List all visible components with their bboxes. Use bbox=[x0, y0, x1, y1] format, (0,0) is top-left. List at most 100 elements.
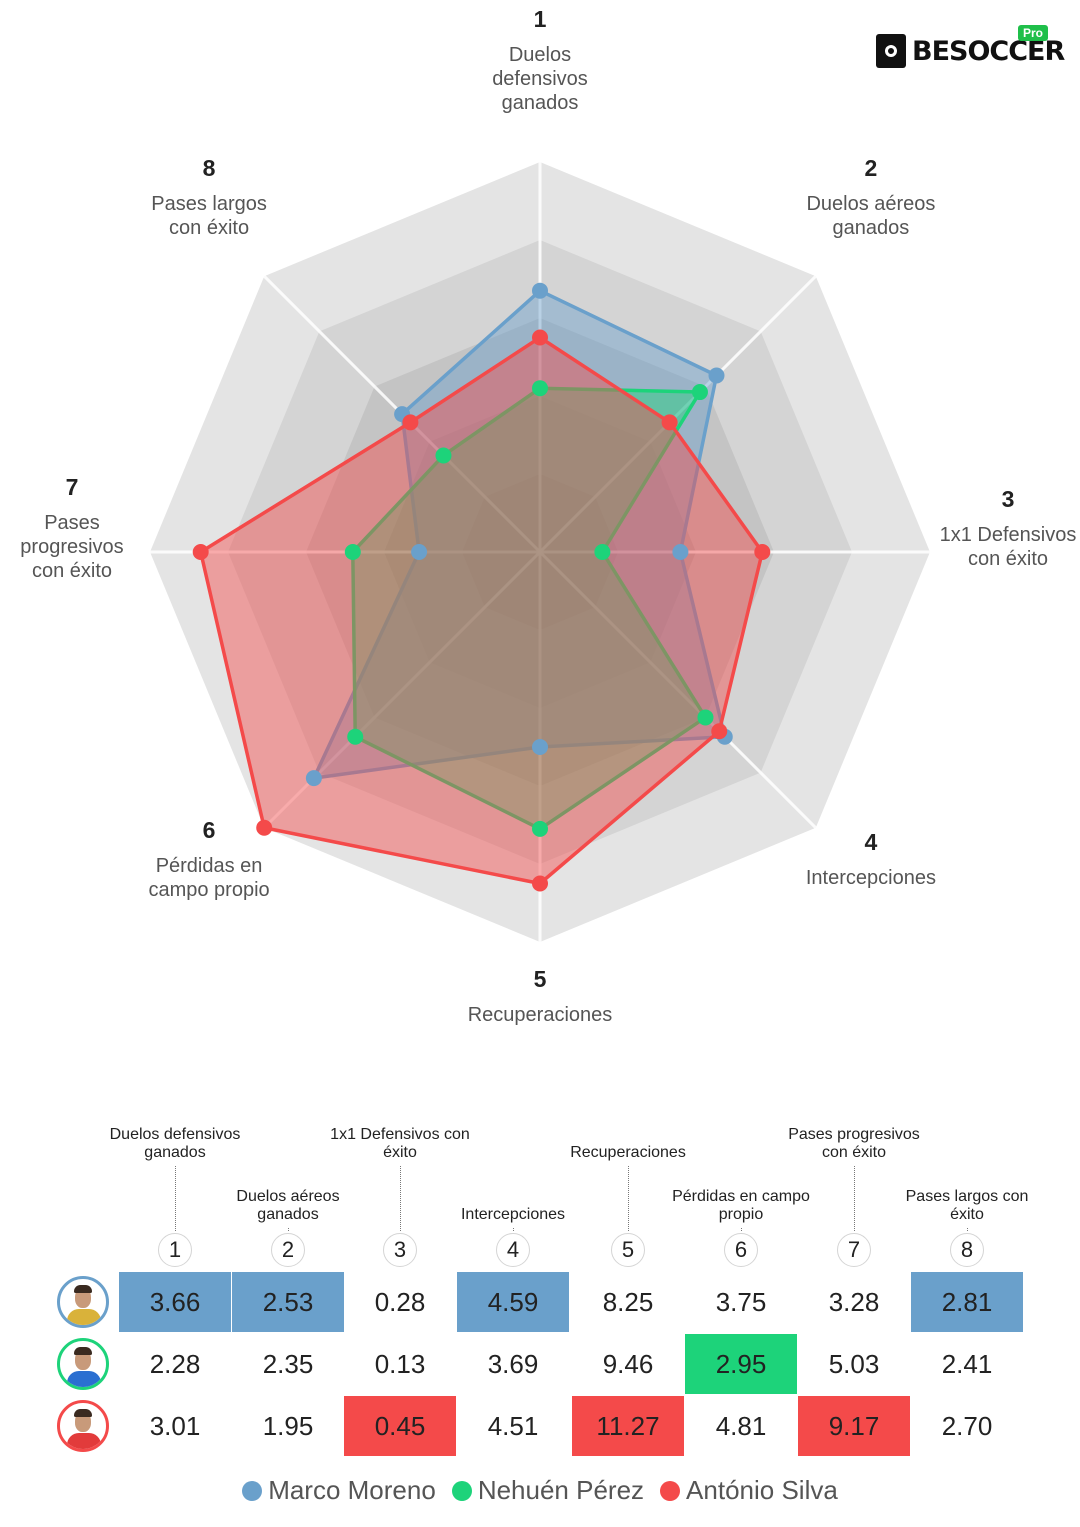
column-number: 5 bbox=[611, 1233, 645, 1267]
column-connector bbox=[175, 1166, 176, 1231]
column-header-label: Duelos defensivos ganados bbox=[90, 1126, 260, 1162]
column-header-line: 1x1 Defensivos con bbox=[330, 1126, 470, 1143]
column-header-label: Pérdidas en campo propio bbox=[656, 1188, 826, 1224]
data-point bbox=[256, 819, 273, 836]
axis-label: Pases largos bbox=[151, 193, 267, 215]
legend-label: António Silva bbox=[686, 1475, 838, 1505]
avatar-head bbox=[75, 1288, 91, 1308]
data-point bbox=[532, 329, 548, 346]
stat-cell: 2.70 bbox=[941, 1411, 993, 1441]
stat-cell: 2.81 bbox=[911, 1272, 1023, 1332]
avatar-hair bbox=[74, 1347, 92, 1355]
stat-cell: 3.66 bbox=[119, 1272, 231, 1332]
stat-cell: 9.46 bbox=[602, 1349, 654, 1379]
player-avatar bbox=[57, 1276, 109, 1328]
data-point bbox=[672, 544, 689, 560]
legend-item: António Silva bbox=[660, 1475, 838, 1506]
data-point bbox=[347, 728, 364, 745]
besoccer-logo: BESOCCER Pro bbox=[876, 25, 1065, 74]
column-header-line: ganados bbox=[144, 1144, 206, 1161]
stat-cell: 3.01 bbox=[149, 1411, 201, 1441]
column-header-line: Pérdidas en campo bbox=[672, 1188, 810, 1205]
data-point bbox=[661, 414, 678, 431]
data-point bbox=[402, 414, 419, 431]
column-header-line: Duelos aéreos bbox=[236, 1188, 340, 1205]
axis-number: 1 bbox=[534, 6, 547, 32]
avatar-shirt bbox=[67, 1371, 101, 1387]
axis-number: 2 bbox=[865, 155, 878, 181]
stat-cell: 0.13 bbox=[374, 1349, 426, 1379]
data-point bbox=[305, 770, 322, 787]
legend-label: Marco Moreno bbox=[268, 1475, 436, 1505]
axis-number: 8 bbox=[203, 155, 216, 181]
column-header-line: Intercepciones bbox=[460, 1206, 566, 1223]
column-header-line: éxito bbox=[383, 1144, 417, 1161]
column-connector bbox=[400, 1166, 401, 1231]
legend-dot-icon bbox=[451, 1480, 472, 1501]
axis-label: con éxito bbox=[968, 548, 1048, 570]
column-number: 8 bbox=[950, 1233, 984, 1267]
legend-item: Marco Moreno bbox=[242, 1475, 436, 1506]
data-point bbox=[691, 384, 708, 401]
column-connector bbox=[513, 1228, 514, 1231]
stat-cell: 4.81 bbox=[715, 1411, 767, 1441]
column-header-label: 1x1 Defensivos con éxito bbox=[315, 1126, 485, 1162]
column-number: 3 bbox=[383, 1233, 417, 1267]
column-header-label: Recuperaciones bbox=[543, 1144, 713, 1162]
player-avatar bbox=[57, 1338, 109, 1390]
data-point bbox=[697, 709, 714, 726]
axis-label: Recuperaciones bbox=[468, 1004, 613, 1026]
avatar-shirt bbox=[67, 1309, 101, 1325]
legend: Marco Moreno Nehuén Pérez António Silva bbox=[0, 1475, 1080, 1508]
data-point bbox=[532, 875, 548, 892]
column-header-line: Recuperaciones bbox=[570, 1144, 686, 1161]
avatar-head bbox=[75, 1350, 91, 1370]
column-header-line: Pases largos con bbox=[905, 1188, 1029, 1205]
axis-number: 6 bbox=[203, 817, 216, 843]
stat-cell: 0.45 bbox=[344, 1396, 456, 1456]
column-connector bbox=[741, 1228, 742, 1231]
column-header-line: Pases progresivos bbox=[788, 1126, 920, 1143]
column-number: 2 bbox=[271, 1233, 305, 1267]
axis-label: Duelos aéreos bbox=[806, 193, 935, 215]
axis-spoke bbox=[538, 275, 817, 554]
column-connector bbox=[628, 1166, 629, 1231]
column-number: 6 bbox=[724, 1233, 758, 1267]
axis-number: 5 bbox=[534, 966, 547, 992]
logo-pro-badge: Pro bbox=[1018, 25, 1049, 41]
avatar-hair bbox=[74, 1409, 92, 1417]
legend-label: Nehuén Pérez bbox=[477, 1475, 645, 1505]
stat-cell: 3.69 bbox=[487, 1349, 539, 1379]
stat-cell: 5.03 bbox=[828, 1349, 880, 1379]
axis-number: 7 bbox=[66, 474, 79, 500]
stat-cell: 11.27 bbox=[572, 1396, 684, 1456]
axis-label: Pérdidas en bbox=[156, 855, 263, 877]
axis-label: ganados bbox=[833, 217, 910, 239]
legend-item: Nehuén Pérez bbox=[451, 1475, 645, 1506]
column-header-line: éxito bbox=[950, 1206, 984, 1223]
data-point bbox=[532, 282, 548, 299]
logo-mark-icon bbox=[876, 34, 906, 68]
column-header-line: ganados bbox=[257, 1206, 319, 1223]
column-connector bbox=[967, 1228, 968, 1231]
data-point bbox=[344, 544, 361, 560]
data-point bbox=[594, 544, 611, 560]
data-point bbox=[435, 447, 452, 464]
data-point bbox=[532, 739, 548, 755]
column-connector bbox=[288, 1228, 289, 1231]
axis-number: 3 bbox=[1002, 486, 1015, 512]
column-number: 4 bbox=[496, 1233, 530, 1267]
column-connector bbox=[854, 1166, 855, 1231]
data-point bbox=[192, 544, 209, 560]
column-header-label: Intercepciones bbox=[428, 1206, 598, 1224]
column-header-label: Duelos aéreos ganados bbox=[203, 1188, 373, 1224]
player-avatar bbox=[57, 1400, 109, 1452]
stat-cell: 2.53 bbox=[232, 1272, 344, 1332]
stat-cell: 8.25 bbox=[602, 1287, 654, 1317]
axis-label: Duelos bbox=[509, 44, 571, 66]
avatar-hair bbox=[74, 1285, 92, 1293]
stat-cell: 2.35 bbox=[262, 1349, 314, 1379]
column-header-label: Pases progresivos con éxito bbox=[769, 1126, 939, 1162]
stat-cell: 4.59 bbox=[457, 1272, 569, 1332]
